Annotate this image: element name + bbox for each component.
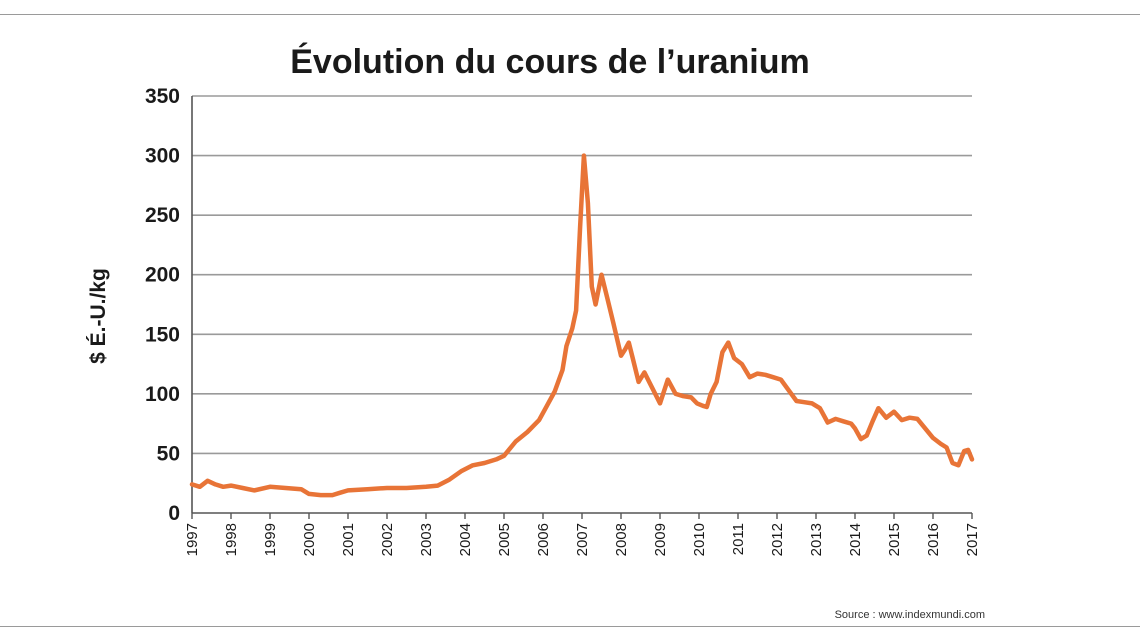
x-tick-label: 2008 — [613, 523, 630, 556]
source-note: Source : www.indexmundi.com — [835, 609, 985, 621]
x-tick-label: 1998 — [223, 523, 240, 556]
y-tick-label: 100 — [145, 383, 180, 406]
x-tick-label: 2000 — [301, 523, 318, 556]
gridlines — [192, 95, 972, 455]
y-tick-label: 300 — [145, 145, 180, 168]
x-tick-label: 2001 — [340, 523, 357, 556]
x-tick-label: 2003 — [418, 523, 435, 556]
y-tick-label: 350 — [145, 85, 180, 108]
x-tick-label: 2013 — [808, 523, 825, 556]
x-tick-label: 2002 — [379, 523, 396, 556]
x-tick-label: 2015 — [886, 523, 903, 556]
x-axis-ticks: 1997 1998 1999 2000 2001 2002 2003 2004 2005 2006… — [184, 513, 981, 556]
x-tick-label: 2004 — [457, 523, 474, 556]
chart-title: Évolution du cours de l’uranium — [290, 43, 809, 81]
x-tick-label: 1997 — [184, 523, 201, 556]
bottom-rule — [0, 626, 1140, 627]
x-tick-label: 2005 — [496, 523, 513, 556]
y-axis-ticks: 0 50 100 150 200 250 300 350 — [145, 85, 180, 525]
y-tick-label: 0 — [168, 502, 180, 525]
y-axis-label: $ É.-U./kg — [87, 268, 110, 364]
x-tick-label: 2007 — [574, 523, 591, 556]
series-line-uranium-price — [189, 153, 975, 498]
x-tick-label: 2016 — [925, 523, 942, 556]
y-tick-label: 50 — [157, 442, 180, 465]
y-tick-label: 200 — [145, 264, 180, 287]
x-tick-label: 2009 — [652, 523, 669, 556]
axes — [191, 96, 972, 514]
x-tick-label: 2014 — [847, 523, 864, 556]
x-tick-label: 2011 — [730, 523, 747, 555]
x-tick-label: 2012 — [769, 523, 786, 556]
x-tick-label: 2006 — [535, 523, 552, 556]
y-tick-label: 150 — [145, 323, 180, 346]
x-tick-label: 2010 — [691, 523, 708, 556]
x-tick-label: 2017 — [964, 523, 981, 556]
top-rule — [0, 14, 1140, 15]
y-tick-label: 250 — [145, 204, 180, 227]
x-tick-label: 1999 — [262, 523, 279, 556]
